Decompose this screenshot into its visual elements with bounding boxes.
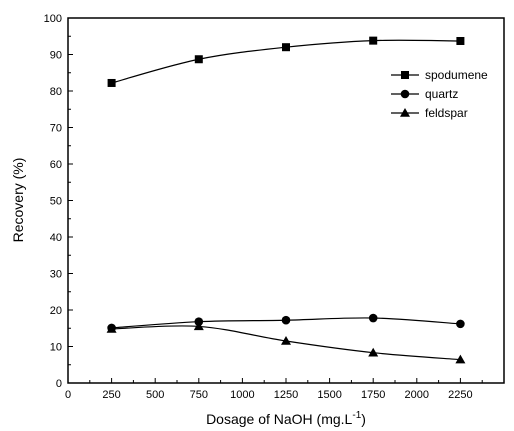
spodumene-point bbox=[369, 36, 378, 45]
legend-item-feldspar: feldspar bbox=[391, 106, 468, 120]
x-tick-label: 750 bbox=[190, 389, 208, 401]
quartz-point bbox=[281, 315, 291, 325]
x-axis: 0 250 500 750 1000 1250 1500 1750 2000 2250 bbox=[65, 378, 483, 401]
feldspar-point bbox=[281, 336, 291, 345]
quartz-point bbox=[368, 313, 378, 323]
x-tick-label: 500 bbox=[146, 389, 164, 401]
y-tick-label: 80 bbox=[50, 86, 62, 98]
y-tick-label: 90 bbox=[50, 50, 62, 62]
spodumene-point bbox=[282, 43, 290, 52]
x-axis-title: Dosage of NaOH (mg.L-1) bbox=[206, 410, 366, 427]
x-axis-title-suffix: ) bbox=[361, 411, 366, 427]
y-tick-label: 40 bbox=[50, 232, 62, 244]
x-tick-label: 1750 bbox=[361, 389, 385, 401]
series-group bbox=[106, 36, 466, 364]
series-quartz bbox=[107, 313, 465, 333]
x-tick-label: 2000 bbox=[405, 389, 429, 401]
y-axis: 0 10 20 30 40 50 60 70 80 90 100 bbox=[44, 13, 73, 390]
spodumene-point bbox=[456, 36, 465, 45]
x-tick-label: 0 bbox=[65, 389, 71, 401]
feldspar-point bbox=[193, 321, 204, 331]
legend-item-quartz: quartz bbox=[391, 87, 458, 101]
legend-marker bbox=[400, 108, 410, 117]
x-tick-label: 1250 bbox=[274, 389, 298, 401]
y-tick-label: 100 bbox=[44, 13, 62, 25]
feldspar-point bbox=[106, 323, 117, 333]
y-tick-label: 0 bbox=[56, 378, 62, 390]
series-feldspar bbox=[106, 321, 466, 364]
y-tick-label: 10 bbox=[50, 342, 62, 354]
spodumene-point bbox=[194, 55, 203, 64]
y-tick-label: 30 bbox=[50, 269, 62, 281]
x-tick-label: 250 bbox=[102, 389, 120, 401]
legend-label: spodumene bbox=[425, 68, 488, 82]
y-tick-label: 70 bbox=[50, 123, 62, 135]
legend-marker bbox=[401, 71, 409, 79]
y-tick-label: 60 bbox=[50, 159, 62, 171]
feldspar-point bbox=[368, 347, 379, 357]
legend-marker bbox=[400, 89, 410, 99]
legend-label: quartz bbox=[425, 87, 458, 101]
spodumene-point bbox=[107, 78, 116, 87]
feldspar-point bbox=[455, 354, 466, 364]
legend-item-spodumene: spodumene bbox=[391, 68, 488, 82]
x-tick-label: 1500 bbox=[317, 389, 341, 401]
x-axis-title-main: Dosage of NaOH (mg.L bbox=[206, 411, 352, 427]
x-tick-label: 2250 bbox=[448, 389, 472, 401]
y-tick-label: 20 bbox=[50, 305, 62, 317]
series-spodumene bbox=[107, 36, 465, 87]
legend: spodumene quartz feldspar bbox=[391, 68, 488, 120]
x-tick-label: 1000 bbox=[230, 389, 254, 401]
legend-label: feldspar bbox=[425, 106, 468, 120]
x-axis-title-superscript: -1 bbox=[352, 410, 361, 421]
y-tick-label: 50 bbox=[50, 196, 62, 208]
quartz-point bbox=[456, 319, 465, 329]
y-axis-title: Recovery (%) bbox=[10, 158, 26, 243]
